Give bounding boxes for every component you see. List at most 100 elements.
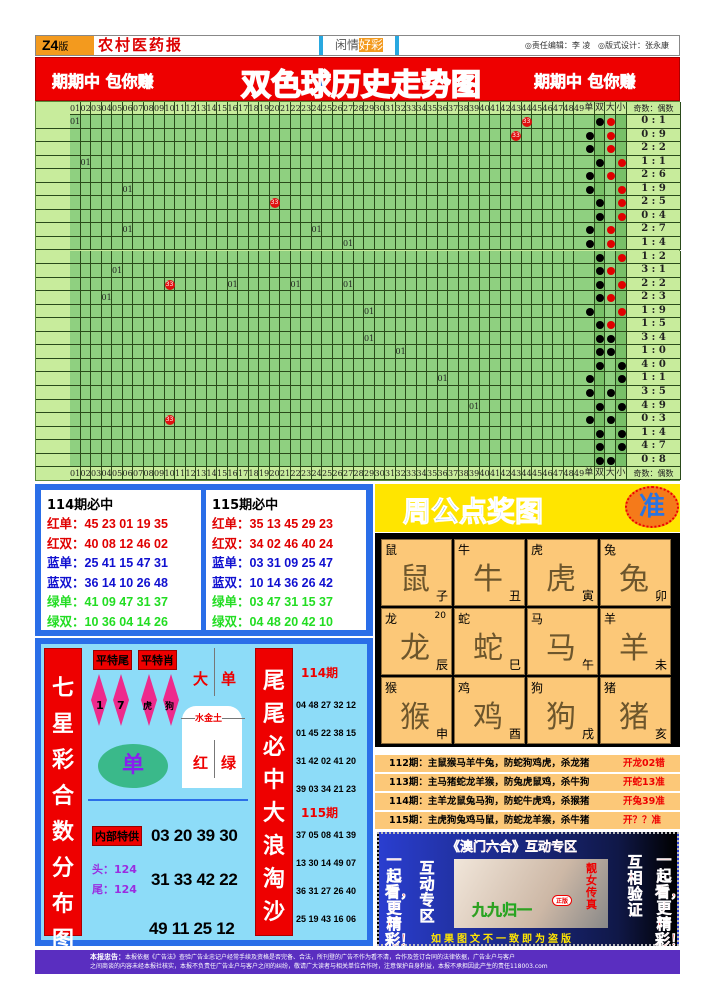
- grid-cell: [542, 318, 553, 332]
- grid-cell: [80, 169, 91, 183]
- big-small-dot: [606, 267, 615, 276]
- grid-cell: [269, 142, 280, 156]
- grid-cell: [395, 386, 406, 400]
- grid-cell: [437, 304, 448, 319]
- grid-cell: [374, 453, 385, 468]
- grid-cell: [154, 372, 165, 386]
- grid-cell: [500, 413, 511, 427]
- grid-cell: [164, 386, 175, 400]
- number-marker: 01: [112, 266, 123, 276]
- grid-cell: [458, 399, 469, 414]
- grid-cell: [91, 223, 102, 237]
- grid-cell: [385, 291, 396, 305]
- grid-cell: [332, 115, 343, 129]
- grid-cell: [154, 196, 165, 210]
- grid-cell: [458, 331, 469, 346]
- grid-cell: [248, 277, 259, 292]
- grid-cell: [185, 128, 196, 143]
- grid-cell: [164, 358, 175, 373]
- stat-cell: [605, 426, 617, 441]
- tag-tail: 平特尾: [93, 650, 132, 670]
- grid-cell: [80, 318, 91, 332]
- grid-cell: [479, 453, 490, 468]
- grid-cell: [416, 250, 427, 265]
- grid-cell: [490, 142, 501, 156]
- grid-cell: [395, 331, 406, 346]
- grid-cell: [238, 250, 249, 265]
- pick-numbers: 04 48 20 42 10: [249, 614, 333, 629]
- column-header: 26: [332, 102, 343, 115]
- grid-cell: [70, 115, 81, 129]
- grid-cell: [374, 236, 385, 251]
- grid-cell: [143, 372, 154, 386]
- grid-cell: [416, 318, 427, 332]
- grid-cell: [416, 115, 427, 129]
- grid-cell: [364, 250, 375, 265]
- grid-cell: [343, 440, 354, 454]
- column-header: 47: [553, 467, 564, 481]
- grid-cell: [122, 345, 133, 359]
- grid-cell: [448, 155, 459, 170]
- grid-cell: [553, 142, 564, 156]
- grid-cell: [70, 264, 81, 278]
- grid-cell: [448, 386, 459, 400]
- pick-label: 红单：: [47, 517, 85, 531]
- grid-cell: [553, 440, 564, 454]
- period-115-label: 115期: [301, 806, 339, 820]
- column-header: 34: [416, 102, 427, 115]
- column-header: 16: [227, 467, 238, 481]
- grid-cell: [353, 209, 364, 224]
- column-header: 10: [164, 102, 175, 115]
- grid-cell: [112, 277, 123, 292]
- grid-cell: [301, 182, 312, 197]
- grid-cell: [164, 223, 175, 237]
- grid-cell: [311, 264, 322, 278]
- grid-cell: [542, 358, 553, 373]
- grid-cell: [322, 142, 333, 156]
- grid-cell: [427, 182, 438, 197]
- grid-cell: [511, 196, 522, 210]
- grid-cell: [458, 209, 469, 224]
- pick-line: 绿双：10 36 04 14 26: [47, 611, 195, 631]
- grid-cell: [259, 372, 270, 386]
- zodiac-name: 牛: [458, 543, 471, 557]
- grid-cell: [364, 440, 375, 454]
- odd-even-dot: [585, 172, 594, 181]
- grid-cell: [301, 209, 312, 224]
- pick-line: 蓝双：36 14 10 26 48: [47, 572, 195, 592]
- grid-cell: [385, 169, 396, 183]
- macau-ad-banner[interactable]: 《澳门六合》互动专区 一起看，更精彩！ 互动专区 靓女传真 九九归一 正版 互相…: [377, 832, 685, 948]
- grid-cell: [574, 169, 585, 183]
- grid-cell: [311, 182, 322, 197]
- odd-even-dot: [585, 416, 594, 425]
- grid-cell: [553, 426, 564, 441]
- grid-cell: [532, 318, 543, 332]
- grid-cell: [175, 182, 186, 197]
- grid-cell: [427, 155, 438, 170]
- grid-cell: [164, 128, 175, 143]
- grid-cell: [563, 277, 574, 292]
- grid-cell: [101, 169, 112, 183]
- grid-cell: [343, 128, 354, 143]
- grid-cell: [385, 345, 396, 359]
- grid-cell: [353, 453, 364, 468]
- grid-cell: [437, 291, 448, 305]
- grid-cell: [175, 264, 186, 278]
- column-header: 18: [248, 102, 259, 115]
- column-header: 49: [574, 467, 585, 481]
- grid-cell: [206, 453, 217, 468]
- grid-cell: [521, 331, 532, 346]
- column-header: 20: [269, 467, 280, 481]
- grid-cell: [364, 115, 375, 129]
- grid-cell: [206, 236, 217, 251]
- grid-cell: [479, 440, 490, 454]
- grid-cell: [269, 331, 280, 346]
- odd-even-dot: [596, 294, 605, 303]
- grid-cell: [353, 264, 364, 278]
- grid-cell: [301, 440, 312, 454]
- big-small-dot: [606, 226, 615, 235]
- grid-cell: [385, 142, 396, 156]
- grid-cell: [91, 386, 102, 400]
- grid-cell: [269, 264, 280, 278]
- grid-cell: [322, 318, 333, 332]
